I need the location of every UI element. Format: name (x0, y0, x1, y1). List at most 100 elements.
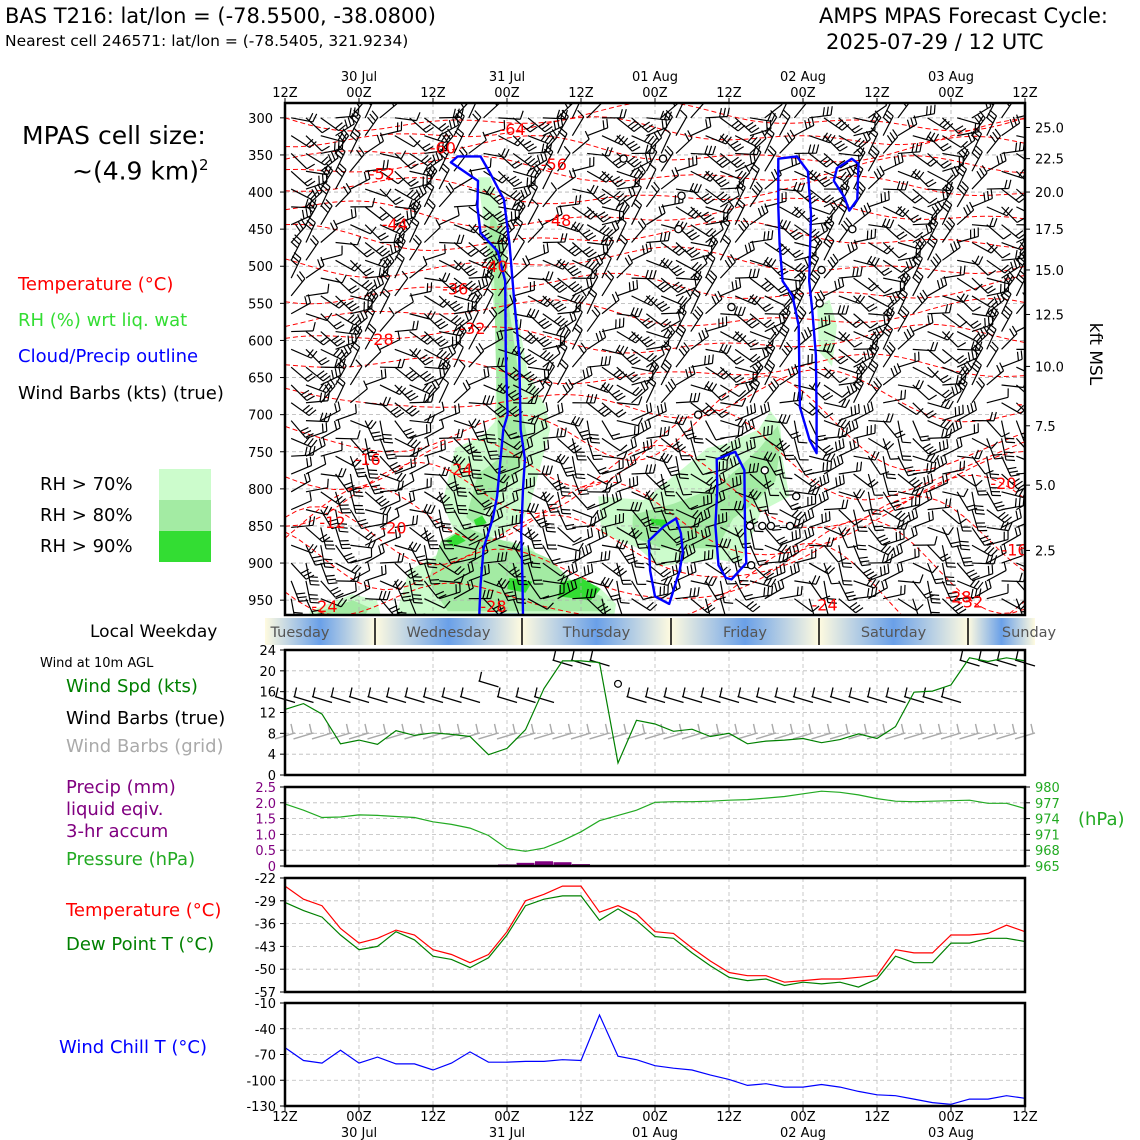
wind-barb-feather (502, 492, 505, 502)
wind-barb-feather (543, 380, 551, 387)
wind-barb-feather (789, 129, 796, 138)
wind-barb-feather (632, 386, 640, 395)
wind-barb-feather (750, 404, 753, 414)
wind-barb-feather (735, 377, 745, 383)
wind-barb-feather (524, 155, 532, 163)
wind-barb (512, 216, 524, 243)
wind-barb-staff (291, 330, 314, 333)
wind-barb-feather (494, 530, 498, 540)
wind-barb (423, 545, 438, 569)
wind-barb (350, 169, 371, 190)
wind-barb (453, 561, 475, 582)
wind-barb-staff (853, 210, 872, 226)
wind-barb-feather (470, 561, 475, 571)
wind-barb (409, 503, 436, 515)
wind-barb (453, 127, 465, 154)
wind-barb (587, 355, 612, 368)
wind-barb-feather (328, 582, 338, 585)
wind-barb-feather (617, 181, 626, 188)
wind-barb-feather (827, 259, 834, 268)
wind-barb-feather (881, 580, 885, 590)
wind-barb-feather (746, 406, 749, 416)
wind-barb-feather (588, 251, 597, 258)
wind-barb (305, 198, 318, 225)
wind-barb (305, 348, 330, 366)
wind-barb-feather (369, 113, 377, 122)
wind-barb-feather (531, 562, 541, 565)
wind-barb-feather (470, 579, 474, 589)
isotherm-contour (285, 375, 1025, 472)
wind-barb (557, 415, 584, 427)
wind-barb-feather (303, 571, 312, 577)
wind-barb-staff (779, 594, 802, 600)
wind-barb-feather (692, 312, 700, 321)
wind-barb-staff (335, 190, 352, 208)
wind-barb (586, 420, 601, 444)
wind-barb-feather (307, 471, 311, 481)
wind-barb-feather (576, 477, 586, 480)
wind-barb-feather (820, 317, 823, 327)
wind-barb-feather (506, 594, 516, 598)
wind-barb-feather (876, 534, 886, 540)
wind-barb-feather (370, 421, 377, 430)
wind-barb-feather (797, 519, 801, 529)
wind-barb-feather (543, 297, 551, 306)
wind-barb-staff (779, 348, 793, 368)
wind-barb (409, 383, 436, 395)
wind-barb-feather (329, 222, 335, 231)
wind-barb (379, 491, 401, 511)
wind-barb-feather (694, 441, 704, 444)
wind-barb-staff (379, 515, 400, 528)
wind-barb-feather (562, 456, 570, 465)
wind-barb-feather (558, 130, 566, 138)
wind-barb-feather (381, 566, 383, 576)
wind-barb-feather (873, 171, 880, 180)
wind-barb (394, 153, 419, 170)
wind-barb-feather (391, 464, 401, 470)
wind-barb (853, 202, 872, 226)
wind-barb (365, 396, 391, 407)
wind-barb-staff (823, 384, 843, 398)
wind-barb (350, 579, 371, 600)
wind-barb-feather (578, 194, 582, 205)
wind-barb-feather (452, 108, 456, 118)
wind-barb-feather (615, 408, 624, 416)
isotherm-contour (285, 298, 1025, 327)
wind-barb-feather (582, 369, 586, 379)
wind-barb-feather (399, 582, 407, 590)
wind-barb-feather (448, 557, 458, 562)
wind-barb-feather (597, 466, 607, 472)
wind-barb-feather (636, 279, 639, 289)
wind-barb-feather (515, 514, 518, 524)
wind-barb-feather (411, 375, 420, 382)
wind-barb-feather (627, 156, 636, 163)
wind-barb-feather (309, 141, 317, 149)
wind-barb-feather (781, 113, 789, 121)
wind-barb-feather (869, 322, 879, 329)
wind-barb-feather (414, 198, 422, 207)
wind-barb-feather (716, 156, 725, 163)
temperature-label: Temperature (°C) (66, 900, 222, 921)
wind-barb (409, 436, 430, 457)
wind-barb-feather (830, 106, 833, 116)
wind-barb (764, 552, 789, 564)
wind-barb-feather (296, 274, 303, 283)
wind-barb (453, 359, 466, 386)
wind-barb (705, 204, 732, 214)
wind-barb-feather (537, 336, 547, 342)
wind-barb (764, 259, 789, 277)
wind-barb-feather (619, 109, 623, 119)
isotherm-contour (285, 353, 1025, 385)
wind-barb (586, 402, 612, 417)
wind-barb-staff (823, 153, 841, 169)
wind-barb-staff (453, 177, 474, 190)
wind-barb (335, 430, 361, 440)
wind-barb-feather (504, 270, 512, 279)
wind-barb-feather (412, 320, 415, 330)
wind-barb-feather (545, 271, 550, 280)
wind-barb-feather (798, 528, 801, 538)
wind-barb-feather (593, 394, 598, 404)
wind-barb-feather (886, 443, 895, 451)
wind-barb-staff (527, 226, 544, 243)
wind-barb-feather (317, 183, 323, 193)
